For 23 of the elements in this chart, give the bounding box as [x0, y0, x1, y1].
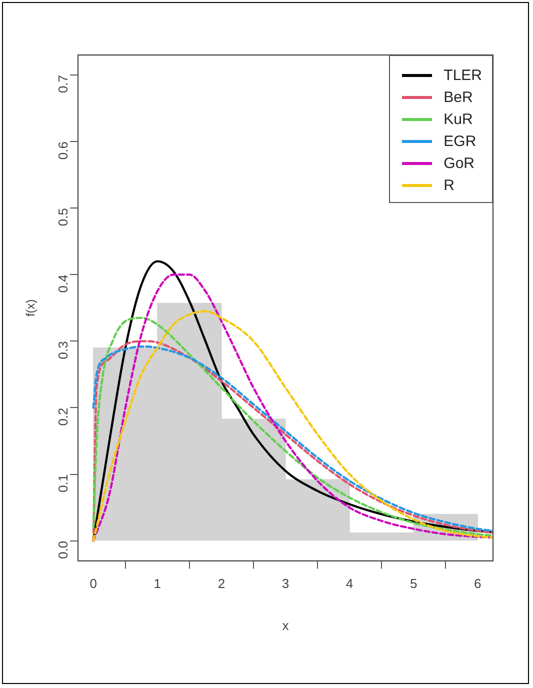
legend-label: EGR — [444, 132, 476, 150]
y-tick-label: 0.2 — [56, 408, 71, 426]
x-tick-label: 3 — [282, 576, 290, 592]
y-tick-label: 0.5 — [56, 208, 71, 226]
x-tick-label: 6 — [474, 576, 482, 592]
y-tick-label: 0.7 — [56, 74, 71, 94]
y-axis-title: f(x) — [24, 299, 38, 317]
x-tick-label: 2 — [218, 576, 226, 592]
x-tick-label: 0 — [90, 576, 97, 592]
x-tick-label: 5 — [410, 576, 418, 592]
x-tick-label: 1 — [154, 576, 162, 592]
legend-label: TLER — [444, 66, 482, 84]
legend-label: R — [444, 176, 454, 194]
y-tick-label: 0.3 — [56, 341, 71, 360]
x-tick-label: 4 — [346, 576, 354, 592]
y-tick-label: 0.0 — [56, 540, 71, 559]
y-tick-label: 0.6 — [56, 142, 71, 160]
legend-label: KuR — [444, 110, 473, 128]
x-axis-title: x — [282, 618, 290, 633]
legend-label: BeR — [444, 88, 473, 106]
legend-label: GoR — [444, 154, 474, 172]
y-tick-label: 0.1 — [56, 474, 71, 492]
y-tick-label: 0.4 — [56, 274, 71, 293]
